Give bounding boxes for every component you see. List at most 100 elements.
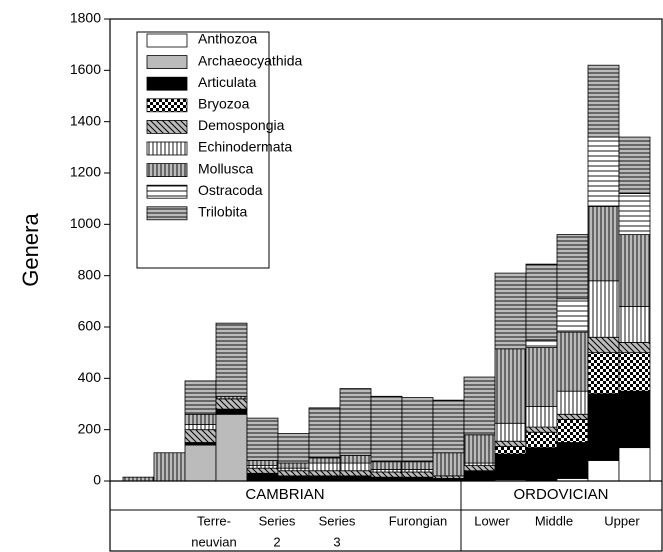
y-axis-label: Genera [18, 213, 43, 287]
bar-segment [184, 444, 217, 482]
bar-segment [215, 398, 248, 410]
bar-segment [525, 406, 558, 428]
epoch-label: Series [259, 513, 296, 528]
legend-label: Archaeocyathida [198, 52, 303, 68]
bar-segment [153, 452, 186, 482]
legend-swatch [146, 55, 188, 69]
bar-segment [370, 471, 403, 478]
bar-segment [339, 454, 372, 464]
epoch-label: Middle [535, 513, 573, 528]
bar-segment [308, 475, 341, 482]
bar-segment [618, 234, 651, 307]
y-tick-label: 0 [93, 472, 101, 488]
period-label: ORDOVICIAN [513, 486, 608, 503]
bar-segment [339, 388, 372, 456]
bar-segment [525, 347, 558, 407]
legend-label: Ostracoda [198, 182, 263, 198]
legend-swatch [146, 120, 188, 134]
legend-swatch [146, 163, 188, 178]
bar-segment [556, 390, 589, 415]
legend-swatch [146, 98, 188, 113]
y-tick-label: 1400 [70, 112, 101, 128]
bar-segment [184, 380, 217, 415]
bar-segment [339, 470, 372, 477]
bar-segment [432, 452, 465, 477]
y-tick-label: 1200 [70, 164, 101, 180]
bar-segment [184, 429, 217, 443]
bar-segment [246, 460, 279, 467]
bar-segment [308, 462, 341, 472]
bar-segment [463, 376, 496, 436]
bar-segment [339, 475, 372, 482]
bar-segment [308, 457, 341, 464]
y-tick-label: 1000 [70, 215, 101, 231]
bar-segment [525, 431, 558, 449]
legend-label: Anthozoa [198, 31, 257, 47]
bar-segment [587, 136, 620, 207]
epoch-label: 3 [333, 534, 340, 549]
legend-label: Trilobita [198, 204, 247, 220]
bar-segment [215, 322, 248, 397]
epoch-label: Series [319, 513, 356, 528]
bar-segment [494, 445, 527, 455]
bar-segment [432, 399, 465, 454]
bar-segment [587, 393, 620, 461]
bar-segment [370, 395, 403, 463]
y-tick-label: 1800 [70, 10, 101, 26]
epoch-label: 2 [273, 534, 280, 549]
legend-label: Mollusca [198, 160, 253, 176]
epoch-label: Furongian [389, 513, 448, 528]
bar-segment [587, 64, 620, 138]
bar-segment [618, 193, 651, 236]
bar-segment [587, 352, 620, 395]
bar-segment [556, 442, 589, 479]
y-tick-label: 600 [78, 318, 102, 334]
bar-segment [556, 413, 589, 420]
bar-segment [556, 331, 589, 392]
legend-swatch [146, 184, 188, 199]
y-tick-label: 400 [78, 369, 102, 385]
bar-segment [525, 339, 558, 348]
bar-segment [618, 136, 651, 194]
y-tick-label: 800 [78, 266, 102, 282]
epoch-label: neuvian [191, 534, 237, 549]
bar-segment [587, 205, 620, 282]
bar-segment [277, 475, 310, 482]
bar-segment [556, 298, 589, 333]
bar-segment [308, 470, 341, 477]
epoch-label: Lower [474, 513, 510, 528]
bar-segment [463, 465, 496, 472]
epoch-label: Terre- [197, 513, 231, 528]
bar-segment [277, 470, 310, 477]
y-tick-label: 1600 [70, 61, 101, 77]
bar-segment [246, 467, 279, 474]
bar-segment [184, 413, 217, 425]
bar-segment [215, 413, 248, 482]
epoch-label: Upper [604, 513, 640, 528]
legend-label: Echinodermata [198, 139, 292, 155]
bar-segment [308, 407, 341, 459]
bar-segment [277, 462, 310, 469]
bar-segment [525, 263, 558, 341]
bar-segment [556, 418, 589, 443]
bar-segment [339, 462, 372, 472]
bar-segment [618, 447, 651, 482]
y-tick-label: 200 [78, 420, 102, 436]
bar-segment [401, 397, 434, 463]
bar-segment [618, 341, 651, 354]
bar-segment [587, 460, 620, 482]
legend-label: Articulata [198, 74, 257, 90]
bar-segment [370, 461, 403, 470]
bar-segment [587, 280, 620, 338]
bar-segment [463, 470, 496, 482]
bar-segment [618, 306, 651, 343]
legend-swatch [146, 141, 188, 156]
bar-segment [494, 348, 527, 424]
bar-segment [587, 336, 620, 354]
bar-segment [494, 453, 527, 481]
bar-segment [525, 426, 558, 433]
bar-segment [246, 472, 279, 482]
bar-segment [494, 440, 527, 447]
bar-segment [494, 422, 527, 442]
